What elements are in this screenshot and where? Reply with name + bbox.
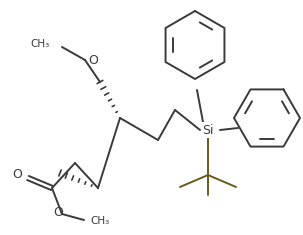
Text: O: O	[53, 207, 63, 219]
Text: CH₃: CH₃	[31, 39, 50, 49]
Text: O: O	[88, 54, 98, 67]
Text: CH₃: CH₃	[90, 216, 109, 226]
Text: Si: Si	[202, 124, 214, 137]
Text: O: O	[12, 168, 22, 181]
